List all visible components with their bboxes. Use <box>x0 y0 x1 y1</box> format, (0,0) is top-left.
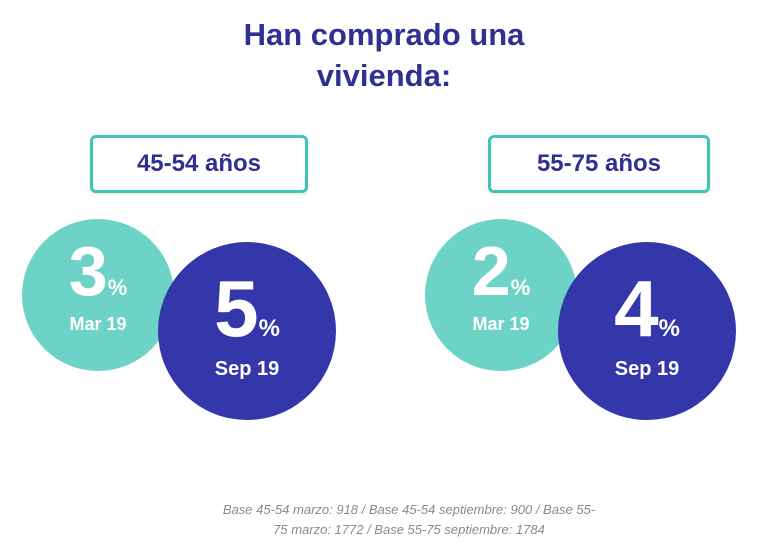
bubble-55-75-mar19: 2% Mar 19 <box>425 219 577 371</box>
group-label-45-54: 45-54 años <box>90 135 308 193</box>
bubble-period-label: Sep 19 <box>214 358 280 380</box>
bubble-value: 4% <box>558 264 736 354</box>
bubble-45-54-mar19: 3% Mar 19 <box>22 219 174 371</box>
bubble-55-75-sep19: 4% Sep 19 <box>558 242 736 420</box>
group-label-55-75: 55-75 años <box>488 135 710 193</box>
bubble-period-label: Mar 19 <box>472 314 530 334</box>
footnote: Base 45-54 marzo: 918 / Base 45-54 septi… <box>184 500 634 540</box>
bubble-45-54-sep19: 5% Sep 19 <box>158 242 336 420</box>
value-number: 4 <box>614 264 659 353</box>
bubble-period-label: Sep 19 <box>614 358 680 380</box>
value-unit: % <box>107 275 128 300</box>
page-title: Han comprado una vivienda: <box>0 14 768 96</box>
bubble-period-label: Mar 19 <box>69 314 127 334</box>
footnote-line-1: Base 45-54 marzo: 918 / Base 45-54 septi… <box>222 502 596 517</box>
bubble-value: 3% <box>22 231 174 311</box>
value-unit: % <box>658 315 680 342</box>
value-number: 5 <box>214 264 259 353</box>
bubble-value: 2% <box>425 231 577 311</box>
value-number: 3 <box>68 232 108 310</box>
bubble-value: 5% <box>158 264 336 354</box>
footnote-line-2: 75 marzo: 1772 / Base 55-75 septiembre: … <box>273 522 545 537</box>
title-line-2: vivienda: <box>316 58 452 93</box>
value-number: 2 <box>471 232 511 310</box>
title-line-1: Han comprado una <box>243 17 525 52</box>
value-unit: % <box>510 275 531 300</box>
value-unit: % <box>258 315 280 342</box>
